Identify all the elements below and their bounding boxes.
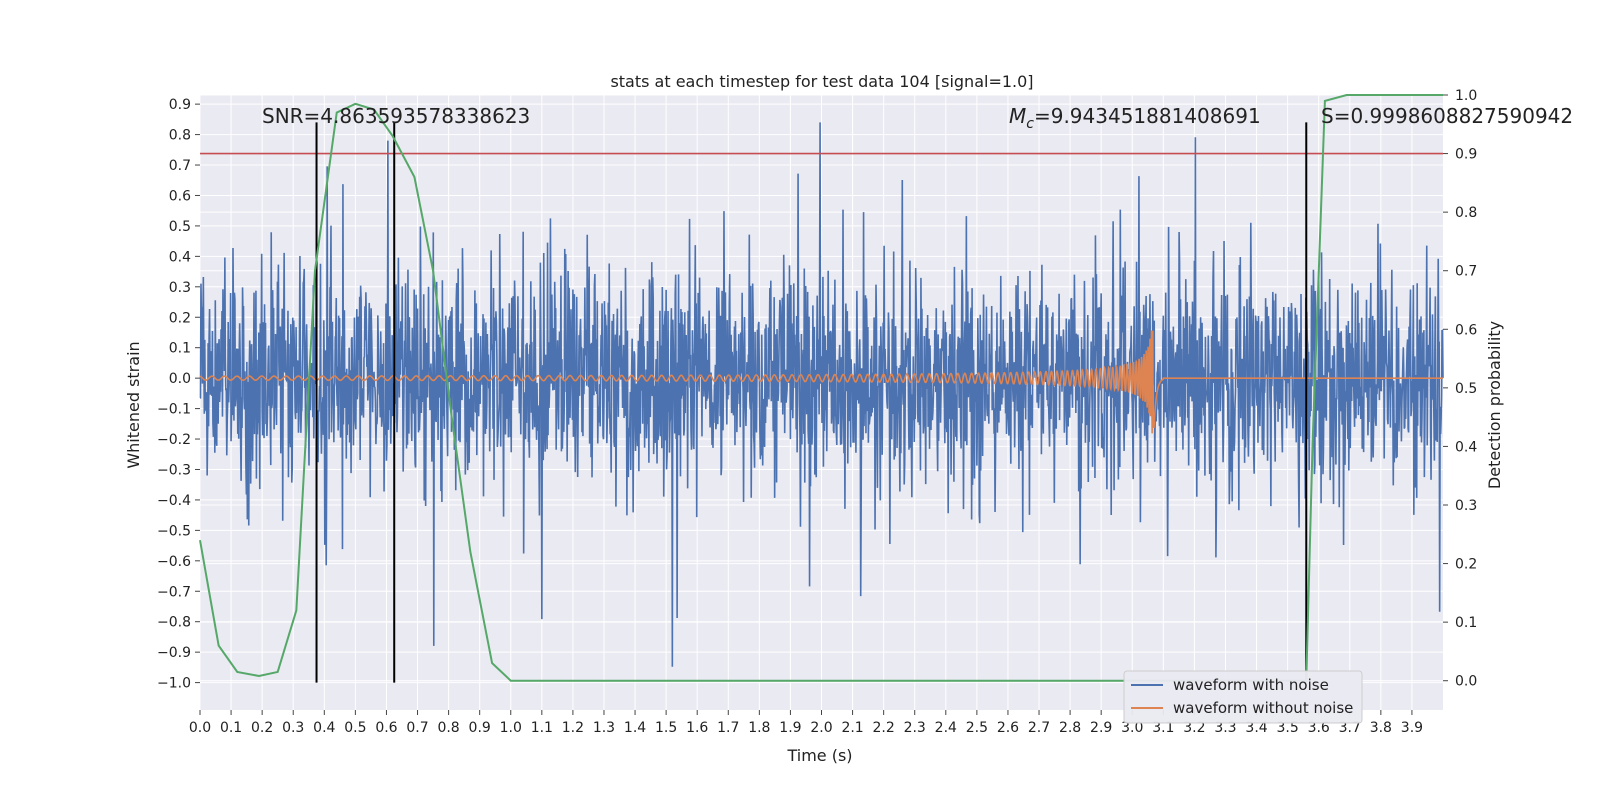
x-tick-label: 1.8	[748, 720, 770, 736]
y2-tick-label: 0.6	[1455, 322, 1477, 338]
y2-tick-label: 0.1	[1455, 615, 1477, 631]
x-tick-label: 3.3	[1214, 720, 1236, 736]
y-tick-label: −0.1	[157, 402, 191, 418]
series-waveform-without-noise	[199, 330, 1443, 434]
y2-tick-label: 0.7	[1455, 264, 1477, 280]
x-tick-label: 0.2	[251, 720, 273, 736]
y2-tick-label: 0.3	[1455, 498, 1477, 514]
legend-label-noise: waveform with noise	[1173, 676, 1329, 694]
y-tick-label: −1.0	[157, 676, 191, 692]
x-tick-label: 3.1	[1152, 720, 1174, 736]
y2-tick-label: 0.8	[1455, 205, 1477, 221]
y-tick-label: −0.7	[157, 584, 191, 600]
y-tick-label: −0.5	[157, 523, 191, 539]
x-tick-label: 3.9	[1401, 720, 1423, 736]
x-tick-label: 0.8	[437, 720, 459, 736]
x-tick-label: 0.9	[469, 720, 491, 736]
y2-tick-label: 0.2	[1455, 557, 1477, 573]
x-tick-label: 3.2	[1183, 720, 1205, 736]
x-tick-label: 0.4	[313, 720, 335, 736]
y2-axis-label: Detection probability	[1485, 321, 1504, 489]
y-tick-label: −0.9	[157, 645, 191, 661]
chirp-mass-symbol: M	[1009, 104, 1026, 128]
y2-tick-label: 1.0	[1455, 88, 1477, 104]
x-tick-label: 2.6	[997, 720, 1019, 736]
x-tick-label: 1.7	[717, 720, 739, 736]
x-tick-label: 3.6	[1308, 720, 1330, 736]
y-tick-label: 0.7	[169, 158, 191, 174]
x-tick-label: 0.3	[282, 720, 304, 736]
x-tick-label: 1.2	[562, 720, 584, 736]
noise-line	[199, 122, 1444, 667]
legend-box	[1123, 670, 1363, 724]
x-tick-label: 2.8	[1059, 720, 1081, 736]
y-tick-label: −0.8	[157, 615, 191, 631]
x-tick-label: 3.0	[1121, 720, 1143, 736]
x-tick-label: 2.1	[841, 720, 863, 736]
x-tick-label: 2.7	[1028, 720, 1050, 736]
snr-annotation: SNR=4.863593578338623	[262, 104, 530, 128]
detection-probability-line	[199, 94, 1443, 682]
y2-tick-label: 0.5	[1455, 381, 1477, 397]
y-tick-label: 0.0	[169, 371, 191, 387]
y-axis-label: Whitened strain	[124, 341, 143, 468]
y-tick-label: −0.3	[157, 462, 191, 478]
x-tick-label: 0.5	[344, 720, 366, 736]
chart-title: stats at each timestep for test data 104…	[610, 72, 1033, 91]
chirp-mass-annotation: Mc=9.943451881408691	[1009, 104, 1261, 132]
x-tick-label: 0.0	[189, 720, 211, 736]
x-tick-label: 1.9	[779, 720, 801, 736]
x-tick-label: 1.3	[593, 720, 615, 736]
y2-tick-label: 0.0	[1455, 674, 1477, 690]
x-tick-label: 2.9	[1090, 720, 1112, 736]
x-axis-label: Time (s)	[786, 746, 852, 765]
x-tick-label: 3.8	[1370, 720, 1392, 736]
x-tick-label: 3.5	[1276, 720, 1298, 736]
y-tick-label: −0.6	[157, 554, 191, 570]
x-tick-label: 3.7	[1339, 720, 1361, 736]
s-annotation: S=0.9998608827590942	[1321, 104, 1573, 128]
x-tick-label: 1.1	[531, 720, 553, 736]
x-tick-label: 2.5	[966, 720, 988, 736]
chirp-mass-value: =9.943451881408691	[1034, 104, 1261, 128]
y-tick-label: 0.9	[169, 97, 191, 113]
x-tick-label: 1.5	[655, 720, 677, 736]
x-tick-label: 0.7	[406, 720, 428, 736]
y-tick-label: 0.2	[169, 310, 191, 326]
y-tick-label: 0.3	[169, 280, 191, 296]
x-tick-label: 0.6	[375, 720, 397, 736]
x-tick-label: 1.4	[624, 720, 646, 736]
x-tick-label: 0.1	[220, 720, 242, 736]
y-tick-label: 0.5	[169, 219, 191, 235]
x-tick-label: 1.0	[500, 720, 522, 736]
y2-tick-label: 0.9	[1455, 147, 1477, 163]
legend: waveform with noise waveform without noi…	[1123, 670, 1363, 724]
y2-tick-label: 0.4	[1455, 439, 1477, 455]
chirp-mass-subscript: c	[1026, 116, 1034, 132]
x-tick-label: 3.4	[1245, 720, 1267, 736]
y-tick-label: −0.2	[157, 432, 191, 448]
axes: 0.9 0.8 0.7 0.6 0.5 0.4 0.3 0.2 0.1 0.0 −0.1 −0.2 −0…	[157, 88, 1477, 736]
series-waveform-with-noise	[199, 122, 1444, 667]
y-tick-label: −0.4	[157, 493, 191, 509]
overlay-lines	[199, 94, 1443, 683]
x-tick-label: 2.4	[935, 720, 957, 736]
y-tick-label: 0.6	[169, 188, 191, 204]
x-tick-label: 2.2	[873, 720, 895, 736]
x-tick-label: 1.6	[686, 720, 708, 736]
y-tick-label: 0.4	[169, 249, 191, 265]
x-tick-label: 2.3	[904, 720, 926, 736]
legend-label-clean: waveform without noise	[1173, 699, 1353, 717]
y-tick-label: 0.8	[169, 128, 191, 144]
clean-waveform-line	[199, 330, 1443, 434]
y-tick-label: 0.1	[169, 341, 191, 357]
x-tick-label: 2.0	[810, 720, 832, 736]
